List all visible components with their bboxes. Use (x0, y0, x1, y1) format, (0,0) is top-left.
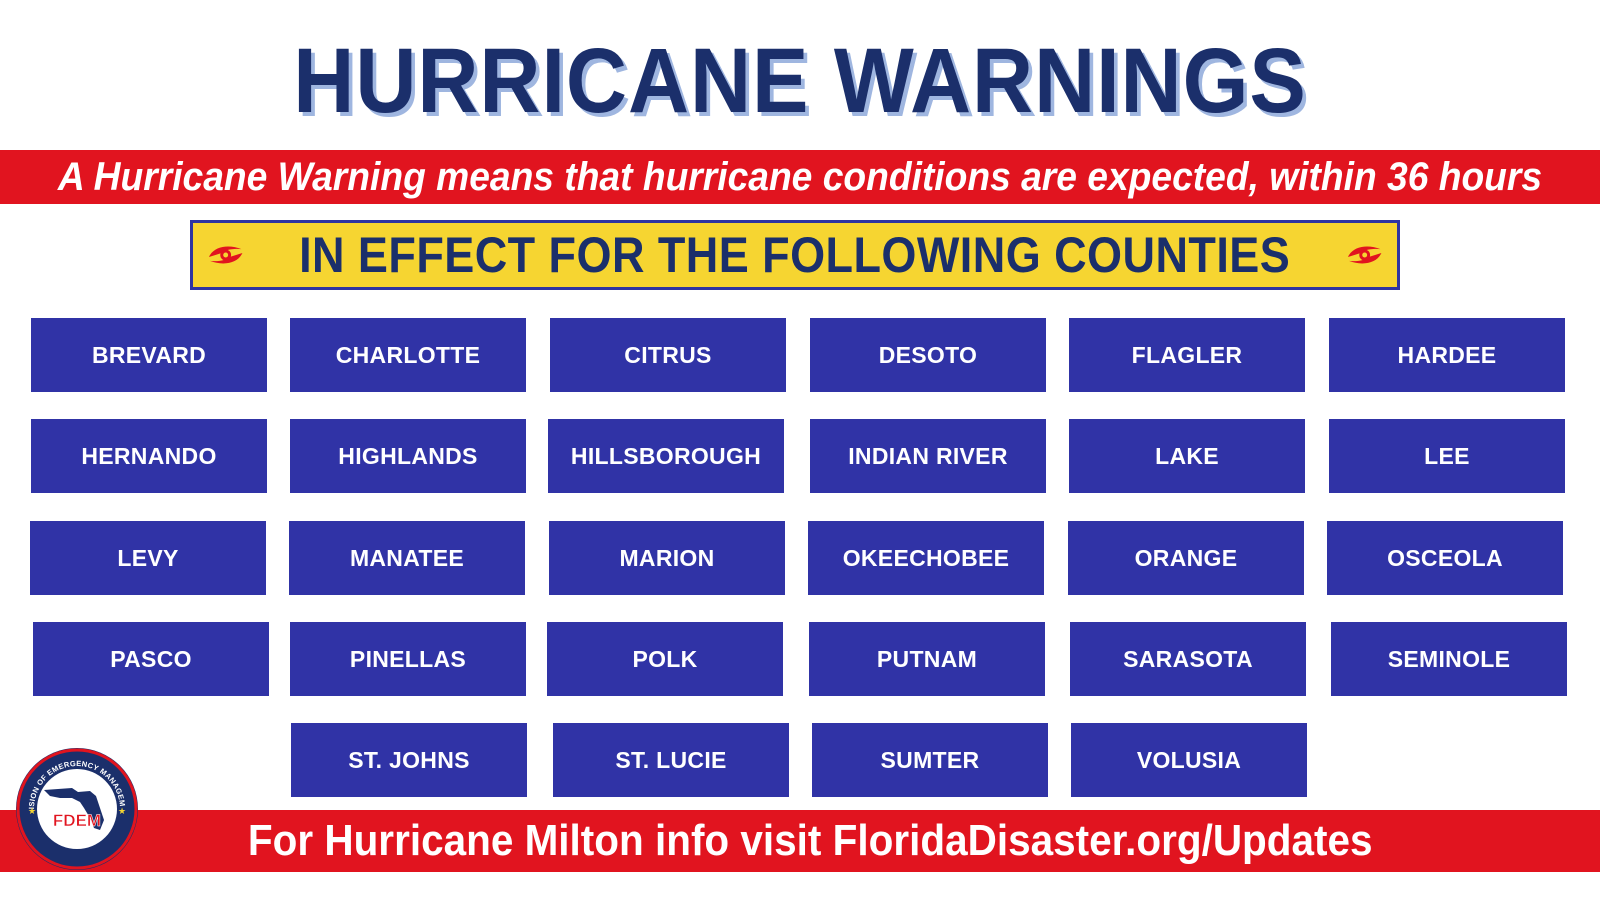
county-tile: CHARLOTTE (290, 318, 526, 392)
county-tile: OSCEOLA (1327, 521, 1563, 595)
in-effect-box: IN EFFECT FOR THE FOLLOWING COUNTIES (190, 220, 1400, 290)
county-tile: PUTNAM (809, 622, 1045, 696)
county-tile: LEE (1329, 419, 1565, 493)
svg-text:FDEM: FDEM (53, 811, 101, 830)
county-tile: LAKE (1069, 419, 1305, 493)
svg-text:★: ★ (28, 807, 36, 817)
county-tile: HARDEE (1329, 318, 1565, 392)
county-tile: FLAGLER (1069, 318, 1305, 392)
definition-text: A Hurricane Warning means that hurricane… (57, 154, 1543, 199)
county-tile: MANATEE (289, 521, 525, 595)
county-tile: ST. JOHNS (291, 723, 527, 797)
county-tile: BREVARD (31, 318, 267, 392)
county-tile: PINELLAS (290, 622, 526, 696)
svg-text:★: ★ (118, 807, 126, 817)
definition-banner: A Hurricane Warning means that hurricane… (0, 150, 1600, 204)
hurricane-icon (1347, 246, 1382, 264)
in-effect-heading: IN EFFECT FOR THE FOLLOWING COUNTIES (299, 227, 1291, 283)
county-tile: DESOTO (810, 318, 1046, 392)
county-tile: HIGHLANDS (290, 419, 526, 493)
county-tile: PASCO (33, 622, 269, 696)
footer-text: For Hurricane Milton info visit FloridaD… (247, 816, 1373, 865)
county-tile: SARASOTA (1070, 622, 1306, 696)
county-tile: VOLUSIA (1071, 723, 1307, 797)
county-tile: MARION (549, 521, 785, 595)
page-title: HURRICANE WARNINGS (293, 30, 1307, 132)
county-tile: HERNANDO (31, 419, 267, 493)
county-tile: CITRUS (550, 318, 786, 392)
hurricane-icon (208, 246, 243, 264)
county-tile: ST. LUCIE (553, 723, 789, 797)
county-tile: HILLSBOROUGH (548, 419, 784, 493)
footer-banner: For Hurricane Milton info visit FloridaD… (0, 810, 1600, 872)
county-tile: ORANGE (1068, 521, 1304, 595)
county-tile: POLK (547, 622, 783, 696)
county-tile: SEMINOLE (1331, 622, 1567, 696)
county-tile: OKEECHOBEE (808, 521, 1044, 595)
county-tile: SUMTER (812, 723, 1048, 797)
county-tile: LEVY (30, 521, 266, 595)
fdem-seal-icon: DIVISION OF EMERGENCY MANAGEMENT OFFICE … (14, 746, 138, 870)
county-tile: INDIAN RIVER (810, 419, 1046, 493)
